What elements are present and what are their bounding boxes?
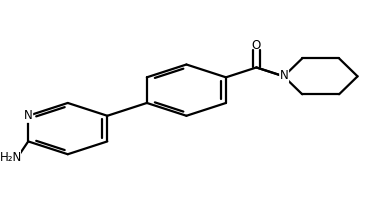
- Text: N: N: [24, 109, 33, 122]
- Text: N: N: [280, 69, 288, 82]
- Text: O: O: [252, 39, 261, 52]
- Text: H₂N: H₂N: [0, 151, 22, 164]
